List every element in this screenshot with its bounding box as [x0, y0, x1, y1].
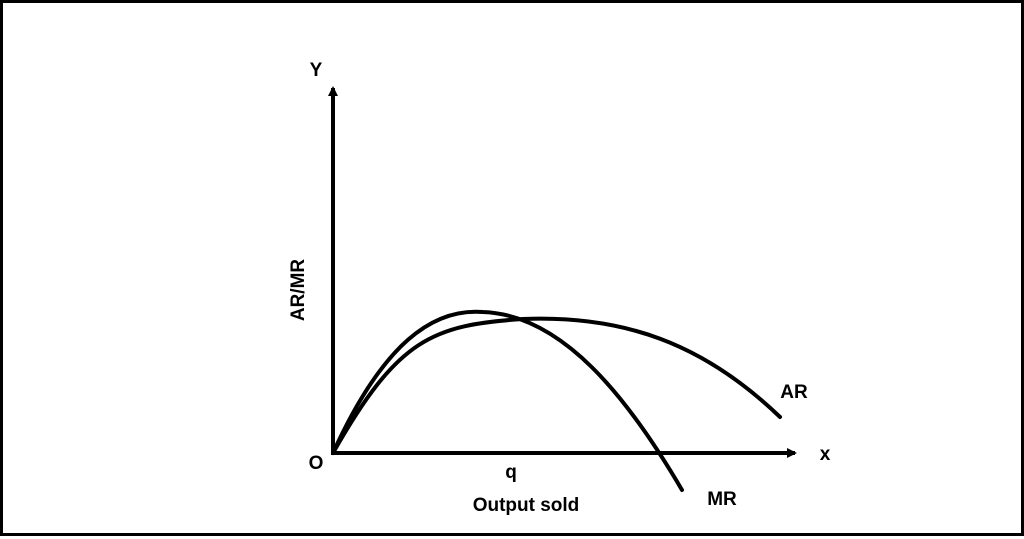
origin-label: O	[309, 453, 324, 474]
x-axis-title: Output sold	[473, 495, 580, 516]
mr-curve	[331, 309, 684, 492]
revenue-curves-diagram: Y x O AR/MR q Output sold AR MR	[288, 60, 831, 516]
x-axis-letter: x	[820, 444, 831, 465]
y-axis-letter: Y	[310, 60, 323, 81]
x-tick-label-q: q	[505, 462, 517, 483]
y-axis-title: AR/MR	[288, 259, 309, 322]
mr-curve-label: MR	[707, 489, 737, 510]
ar-curve-label: AR	[780, 382, 808, 403]
